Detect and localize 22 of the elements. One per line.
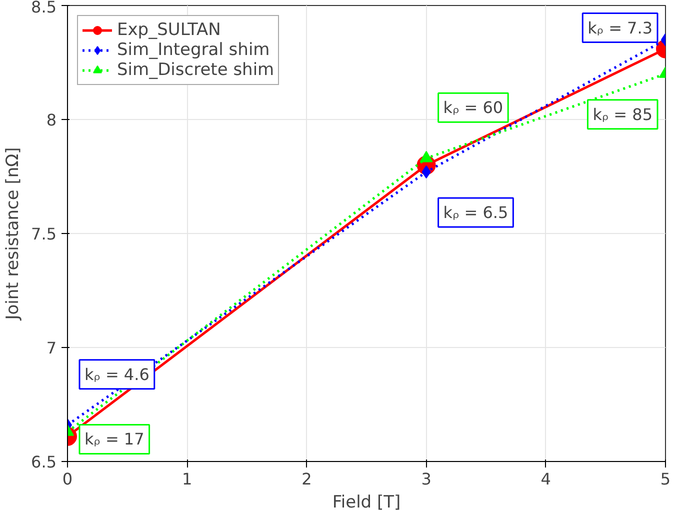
x-axis-title: Field [T] (332, 492, 401, 512)
y-tick-label: 8 (46, 110, 57, 130)
y-tick-label: 7.5 (31, 224, 57, 244)
x-tick-label: 2 (302, 470, 312, 488)
legend-label: Sim_Integral shim (117, 40, 270, 60)
annotation: kᵨ = 17 (84, 430, 144, 449)
y-tick-label: 7 (46, 338, 57, 358)
annotation: kᵨ = 6.5 (443, 202, 508, 222)
x-tick-label: 0 (62, 470, 73, 488)
annotation: kᵨ = 85 (592, 104, 653, 124)
y-axis-title: Joint resistance [nΩ] (3, 147, 24, 321)
legend-label: Exp_SULTAN (117, 20, 221, 40)
annotation: kᵨ = 4.6 (84, 364, 150, 384)
x-tick-label: 5 (660, 470, 671, 488)
annotation: kᵨ = 7.3 (588, 18, 652, 38)
x-tick-label: 1 (182, 470, 192, 488)
x-tick-label: 4 (540, 470, 551, 488)
y-tick-label: 6.5 (31, 452, 57, 472)
x-tick-label: 3 (421, 470, 432, 488)
annotation: kᵨ = 60 (443, 98, 504, 118)
legend-label: Sim_Discrete shim (117, 60, 274, 80)
y-tick-label: 8.5 (31, 0, 57, 16)
